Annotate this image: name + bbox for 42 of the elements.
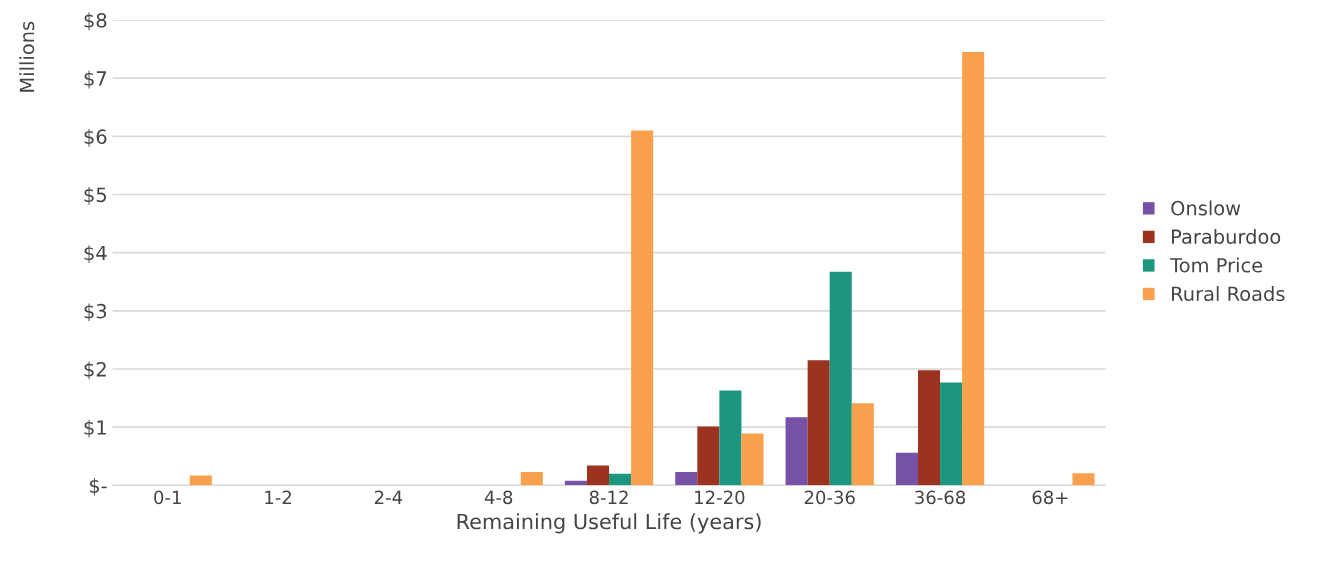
y-tick-label: $4	[84, 245, 107, 263]
legend-label: Tom Price	[1170, 257, 1263, 273]
bar	[1072, 473, 1095, 486]
x-tick-label: 4-8	[484, 490, 513, 505]
y-axis-title: Millions	[19, 21, 35, 92]
x-tick-label: 8-12	[589, 490, 628, 505]
bar	[189, 475, 212, 486]
bar	[785, 417, 808, 486]
x-tick-label: 68+	[1032, 490, 1068, 505]
x-tick-label: 20-36	[804, 490, 855, 505]
x-tick-label: 0-1	[154, 490, 181, 505]
legend-label: Onslow	[1171, 200, 1241, 216]
y-tick-label: $1	[84, 419, 106, 438]
x-tick-label: 1-2	[265, 490, 291, 504]
bar	[917, 370, 941, 486]
bar	[829, 271, 852, 486]
y-tick-label: $3	[84, 303, 107, 322]
y-tick-label: $6	[84, 128, 107, 147]
bar	[697, 426, 720, 486]
bar	[520, 471, 543, 486]
y-tick-label: $-	[89, 477, 107, 496]
y-tick-label: $7	[84, 70, 107, 89]
bar	[741, 433, 764, 486]
y-tick-label: $8	[84, 12, 107, 31]
bar	[807, 360, 830, 486]
x-tick-label: 2-4	[374, 490, 403, 504]
bar	[940, 382, 963, 486]
bar	[675, 471, 698, 486]
bar	[719, 390, 742, 486]
bar	[631, 130, 654, 486]
legend-label: Paraburdoo	[1172, 228, 1281, 245]
x-tick-label: 12-20	[695, 490, 745, 505]
y-tick-label: $2	[84, 361, 106, 380]
x-axis-title: Remaining Useful Life (years)	[457, 513, 761, 534]
x-tick-label: 36-68	[915, 490, 966, 505]
y-tick-label: $5	[84, 187, 106, 205]
bar	[609, 473, 632, 486]
legend-label: Rural Roads	[1172, 286, 1285, 302]
bar	[851, 403, 874, 486]
bar	[895, 452, 918, 486]
bar	[586, 465, 610, 486]
bar	[962, 51, 985, 486]
